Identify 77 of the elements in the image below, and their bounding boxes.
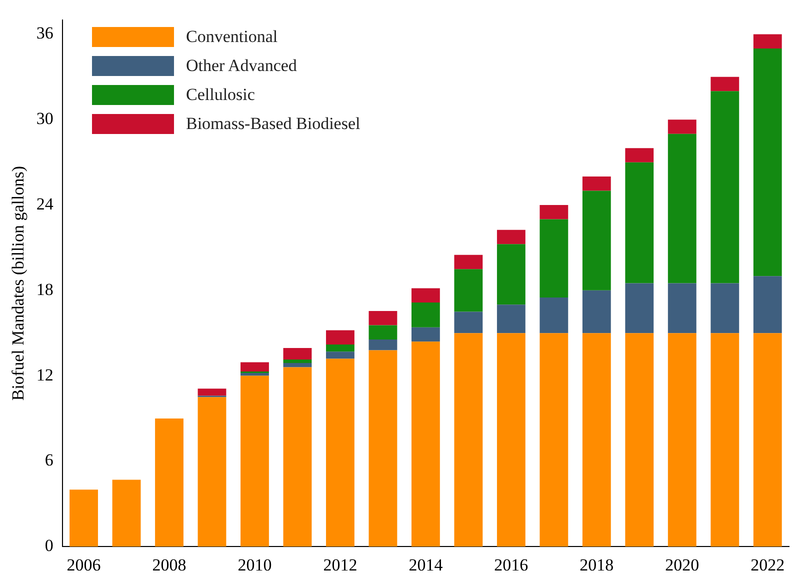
bar (283, 363, 312, 368)
bar (411, 288, 440, 303)
bar (540, 298, 568, 334)
bar (283, 359, 312, 363)
bar (496, 230, 526, 244)
bar (198, 397, 226, 547)
x-tick-label: 2016 (494, 555, 528, 574)
bar (454, 333, 483, 547)
bar (411, 327, 440, 342)
bar (668, 120, 696, 134)
y-tick-label: 0 (44, 536, 54, 556)
bar (496, 244, 526, 305)
x-tick-label: 2014 (408, 555, 444, 574)
bar (753, 333, 782, 547)
bar (411, 302, 440, 328)
bar (368, 325, 398, 340)
bar (240, 376, 269, 547)
bar (283, 367, 312, 547)
bar (625, 283, 654, 334)
x-tick-label: 2020 (665, 555, 700, 574)
bar (155, 418, 184, 547)
bar (198, 388, 226, 396)
y-axis-title: Biofuel Mandates (billion gallons) (8, 166, 28, 401)
x-tick-label: 2012 (323, 555, 358, 574)
bar (582, 333, 611, 547)
y-tick-label: 36 (36, 24, 54, 43)
bar (753, 48, 782, 276)
bar (454, 269, 483, 312)
bar (540, 333, 568, 547)
bar (710, 91, 740, 284)
x-tick-label: 2018 (580, 555, 614, 574)
bar (753, 34, 782, 48)
bar (283, 348, 312, 360)
bar (582, 190, 611, 290)
bar (710, 283, 740, 334)
bar (454, 312, 483, 334)
bar (326, 358, 354, 547)
x-tick-label: 2006 (66, 555, 101, 574)
bar (326, 352, 354, 359)
legend-label: Conventional (186, 26, 278, 46)
legend-label: Biomass-Based Biodiesel (186, 114, 360, 134)
bar (582, 290, 611, 334)
bar (668, 333, 696, 547)
bar (710, 333, 740, 547)
y-tick-label: 6 (44, 450, 54, 470)
bar (496, 333, 526, 547)
bar (240, 362, 269, 372)
bar (625, 162, 654, 284)
bar (326, 330, 354, 344)
y-tick-label: 18 (36, 280, 54, 299)
y-tick-label: 30 (36, 109, 54, 128)
bar (496, 304, 526, 334)
bar (710, 76, 740, 92)
bar (70, 490, 98, 547)
bar (368, 311, 398, 326)
legend-label: Cellulosic (186, 84, 255, 104)
y-tick-label: 24 (36, 194, 54, 214)
bar (326, 344, 354, 352)
bar (112, 480, 141, 547)
bar (668, 134, 696, 284)
bar (540, 205, 568, 220)
bar (411, 342, 440, 547)
legend-label: Other Advanced (186, 56, 297, 76)
bar (540, 219, 568, 298)
bar (240, 372, 269, 376)
x-tick-label: 2010 (238, 555, 272, 574)
bar (625, 333, 654, 547)
bar (753, 276, 782, 334)
bar (582, 176, 611, 191)
bar (454, 254, 483, 270)
bar (668, 283, 696, 334)
bar (368, 350, 398, 547)
x-tick-label: 2022 (750, 555, 785, 574)
x-tick-label: 2008 (152, 555, 186, 574)
bar (368, 340, 398, 350)
y-tick-label: 12 (36, 365, 54, 384)
bar (625, 148, 654, 162)
